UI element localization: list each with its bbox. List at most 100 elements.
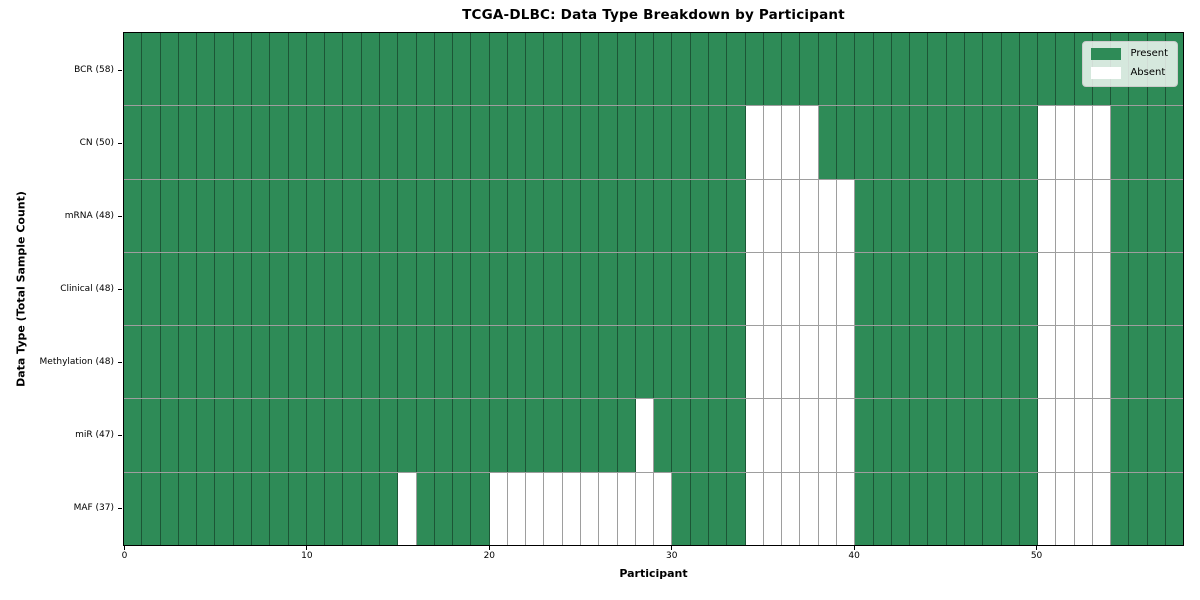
heatmap-cell — [233, 106, 252, 179]
x-tick-mark — [488, 546, 490, 550]
heatmap-cell — [1092, 326, 1112, 399]
heatmap-cell — [855, 106, 874, 179]
heatmap-cell — [544, 399, 563, 472]
heatmap-cell — [142, 399, 161, 472]
heatmap-cell — [709, 326, 728, 399]
heatmap-cell — [1038, 399, 1057, 472]
legend-item-present: Present — [1091, 48, 1168, 60]
heatmap-cell — [270, 179, 289, 252]
heatmap-cell — [233, 179, 252, 252]
heatmap-cell — [910, 472, 929, 545]
heatmap-cell — [800, 33, 819, 106]
heatmap-cell — [124, 472, 143, 545]
heatmap-cell — [379, 326, 399, 399]
heatmap-cell — [581, 106, 600, 179]
heatmap-cell — [983, 106, 1002, 179]
heatmap-cell — [142, 252, 161, 326]
heatmap-cell — [453, 106, 472, 179]
heatmap-cell — [855, 472, 874, 545]
heatmap-cell — [727, 472, 746, 545]
heatmap-cell — [1092, 106, 1112, 179]
heatmap-cell — [855, 33, 874, 106]
heatmap-cell — [434, 252, 454, 326]
heatmap-cell — [178, 252, 198, 326]
heatmap-cell — [672, 179, 691, 252]
heatmap-cell — [836, 106, 856, 179]
heatmap-cell — [946, 252, 965, 326]
heatmap-cell — [1147, 252, 1167, 326]
y-tick-label: Methylation (48) — [39, 357, 114, 367]
heatmap-cell — [818, 179, 837, 252]
heatmap-cell — [416, 326, 435, 399]
heatmap-cell — [727, 399, 746, 472]
heatmap-cell — [928, 33, 947, 106]
heatmap-cell — [635, 472, 655, 545]
heatmap-cell — [306, 33, 326, 106]
x-tick-label: 20 — [483, 551, 496, 561]
y-tick-mark — [118, 69, 122, 71]
heatmap-cell — [782, 472, 801, 545]
heatmap-cell — [745, 326, 764, 399]
heatmap-cell — [1056, 472, 1075, 545]
heatmap-cell — [581, 252, 600, 326]
heatmap-cell — [1147, 399, 1167, 472]
heatmap-cell — [1001, 179, 1020, 252]
heatmap-cell — [654, 326, 673, 399]
heatmap-cell — [562, 326, 582, 399]
heatmap-cell — [215, 179, 234, 252]
heatmap-cell — [215, 106, 234, 179]
heatmap-cell — [891, 33, 911, 106]
heatmap-cell — [709, 252, 728, 326]
heatmap-cell — [727, 33, 746, 106]
heatmap-cell — [599, 179, 618, 252]
heatmap-cell — [617, 399, 636, 472]
heatmap-cell — [544, 179, 563, 252]
heatmap-cell — [763, 252, 783, 326]
heatmap-cell — [654, 106, 673, 179]
heatmap-cell — [178, 179, 198, 252]
heatmap-cell — [690, 106, 709, 179]
heatmap-cell — [398, 33, 417, 106]
heatmap-cell — [507, 106, 527, 179]
heatmap-cell — [416, 472, 435, 545]
heatmap-cell — [489, 33, 508, 106]
heatmap-cell — [946, 33, 965, 106]
heatmap-cell — [1166, 472, 1184, 545]
heatmap-cell — [1129, 179, 1148, 252]
heatmap-cell — [544, 252, 563, 326]
heatmap-cell — [635, 106, 655, 179]
heatmap-cell — [489, 399, 508, 472]
heatmap-cell — [836, 472, 856, 545]
x-tick-mark — [853, 546, 855, 550]
heatmap-cell — [1019, 179, 1039, 252]
x-tick-mark — [1036, 546, 1038, 550]
heatmap-cell — [964, 106, 984, 179]
heatmap-cell — [1074, 106, 1093, 179]
heatmap-cell — [288, 106, 307, 179]
heatmap-cell — [1056, 106, 1075, 179]
heatmap-cell — [215, 472, 234, 545]
heatmap-row — [124, 326, 1184, 400]
heatmap-cell — [1166, 106, 1184, 179]
heatmap-cell — [910, 252, 929, 326]
y-tick-mark — [118, 142, 122, 144]
heatmap-cell — [325, 326, 344, 399]
heatmap-cell — [1019, 326, 1039, 399]
x-tick-mark — [671, 546, 673, 550]
heatmap-cell — [599, 326, 618, 399]
heatmap-cell — [1038, 472, 1057, 545]
heatmap-cell — [581, 33, 600, 106]
heatmap-cell — [1074, 179, 1093, 252]
heatmap-cell — [800, 252, 819, 326]
heatmap-cell — [507, 472, 527, 545]
heatmap-cell — [562, 106, 582, 179]
heatmap-cell — [471, 33, 490, 106]
heatmap-cell — [873, 326, 892, 399]
heatmap-cell — [288, 326, 307, 399]
heatmap-cell — [288, 399, 307, 472]
heatmap-cell — [891, 252, 911, 326]
heatmap-cell — [489, 472, 508, 545]
heatmap-cell — [361, 399, 380, 472]
heatmap-cell — [453, 179, 472, 252]
heatmap-cell — [453, 399, 472, 472]
